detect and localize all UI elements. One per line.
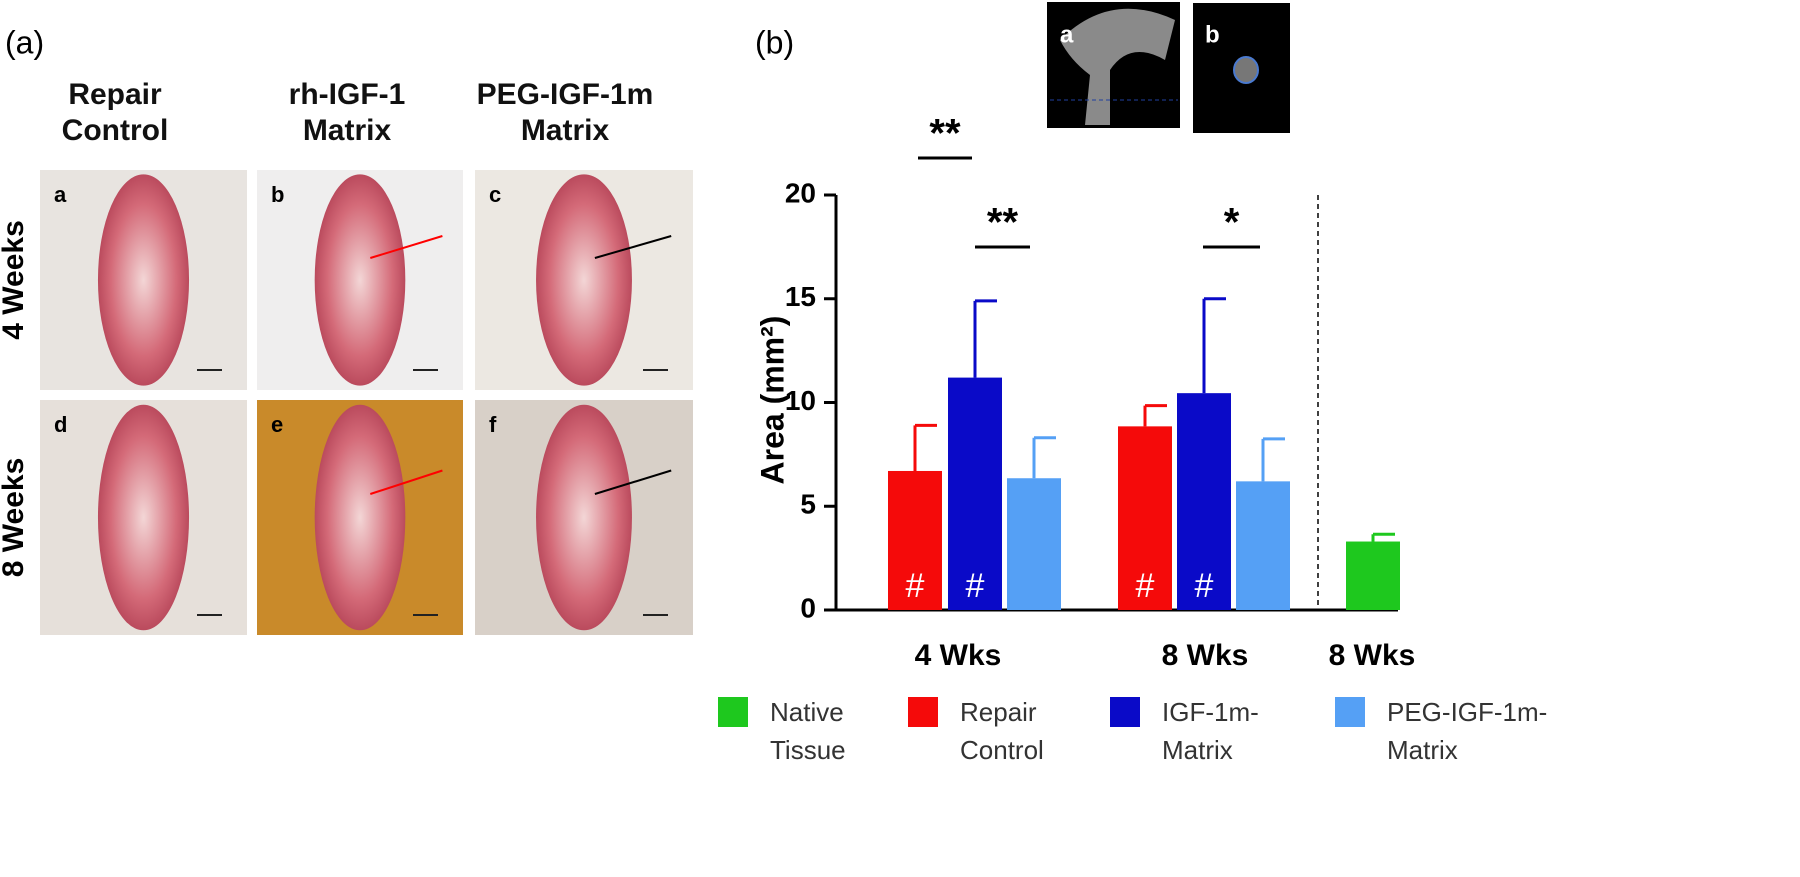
x-tick-label: 8 Wks (1329, 639, 1416, 672)
photo-tissue (314, 404, 406, 631)
inset-label: b (1205, 21, 1220, 48)
bar (888, 470, 942, 610)
photo-arrow (369, 469, 443, 495)
photo-arrow (594, 469, 672, 495)
error-bar (973, 299, 997, 378)
photo-label: c (489, 182, 501, 207)
significance-label: ** (929, 112, 961, 156)
photo-tissue (536, 174, 632, 386)
bar (1177, 393, 1231, 610)
inset-section (1233, 56, 1259, 84)
row-label: 4 Weeks (0, 220, 30, 340)
error-bar (1261, 437, 1285, 482)
bar (1118, 426, 1172, 610)
bar-marker: # (906, 567, 925, 605)
error-bar (913, 423, 937, 471)
photo-tissue (314, 174, 406, 386)
photo-tissue (536, 404, 632, 631)
legend-label: Native Tissue (770, 697, 846, 765)
legend-swatch (718, 697, 748, 727)
significance-label: * (1224, 201, 1240, 245)
significance-label: ** (987, 201, 1019, 245)
y-tick-label: 5 (800, 489, 816, 520)
x-tick-label: 4 Wks (915, 639, 1002, 672)
column-header: PEG-IGF-1m Matrix (476, 78, 654, 147)
photo-arrow (594, 235, 672, 259)
panel-label: (b) (755, 24, 794, 60)
panel-label: (a) (5, 24, 44, 60)
bar (1007, 478, 1061, 610)
error-bar (1371, 532, 1395, 542)
inset-label: a (1060, 21, 1074, 48)
legend-swatch (1335, 697, 1365, 727)
legend-swatch (908, 697, 938, 727)
bar-marker: # (966, 567, 985, 605)
legend-label: PEG-IGF-1m-Matrix (1387, 697, 1548, 765)
inset-bone (1060, 8, 1175, 125)
error-bar (1032, 436, 1056, 479)
x-tick-label: 8 Wks (1162, 639, 1249, 672)
bar (1346, 541, 1400, 610)
bar-marker: # (1195, 567, 1214, 605)
photo-label: e (271, 412, 283, 437)
bar (948, 377, 1002, 610)
legend-label: IGF-1m-Matrix (1162, 697, 1259, 765)
photo-arrow (370, 235, 443, 259)
photo-label: f (489, 412, 497, 437)
y-tick-label: 0 (800, 592, 816, 623)
y-axis-label: Area (mm²) (754, 316, 790, 485)
legend-swatch (1110, 697, 1140, 727)
legend-label: Repair Control (960, 697, 1044, 765)
photo-tissue (97, 404, 190, 631)
error-bar (1202, 297, 1226, 394)
photo-label: d (54, 412, 67, 437)
error-bar (1143, 404, 1167, 427)
y-tick-label: 10 (785, 385, 816, 416)
photo-tissue (97, 174, 190, 386)
bar-marker: # (1136, 567, 1155, 605)
y-tick-label: 20 (785, 177, 816, 208)
bar (1236, 481, 1290, 610)
photo-label: b (271, 182, 284, 207)
row-label: 8 Weeks (0, 458, 30, 578)
column-header: rh-IGF-1 Matrix (288, 78, 406, 147)
photo-label: a (54, 182, 67, 207)
y-tick-label: 15 (785, 281, 816, 312)
column-header: Repair Control (61, 78, 169, 147)
